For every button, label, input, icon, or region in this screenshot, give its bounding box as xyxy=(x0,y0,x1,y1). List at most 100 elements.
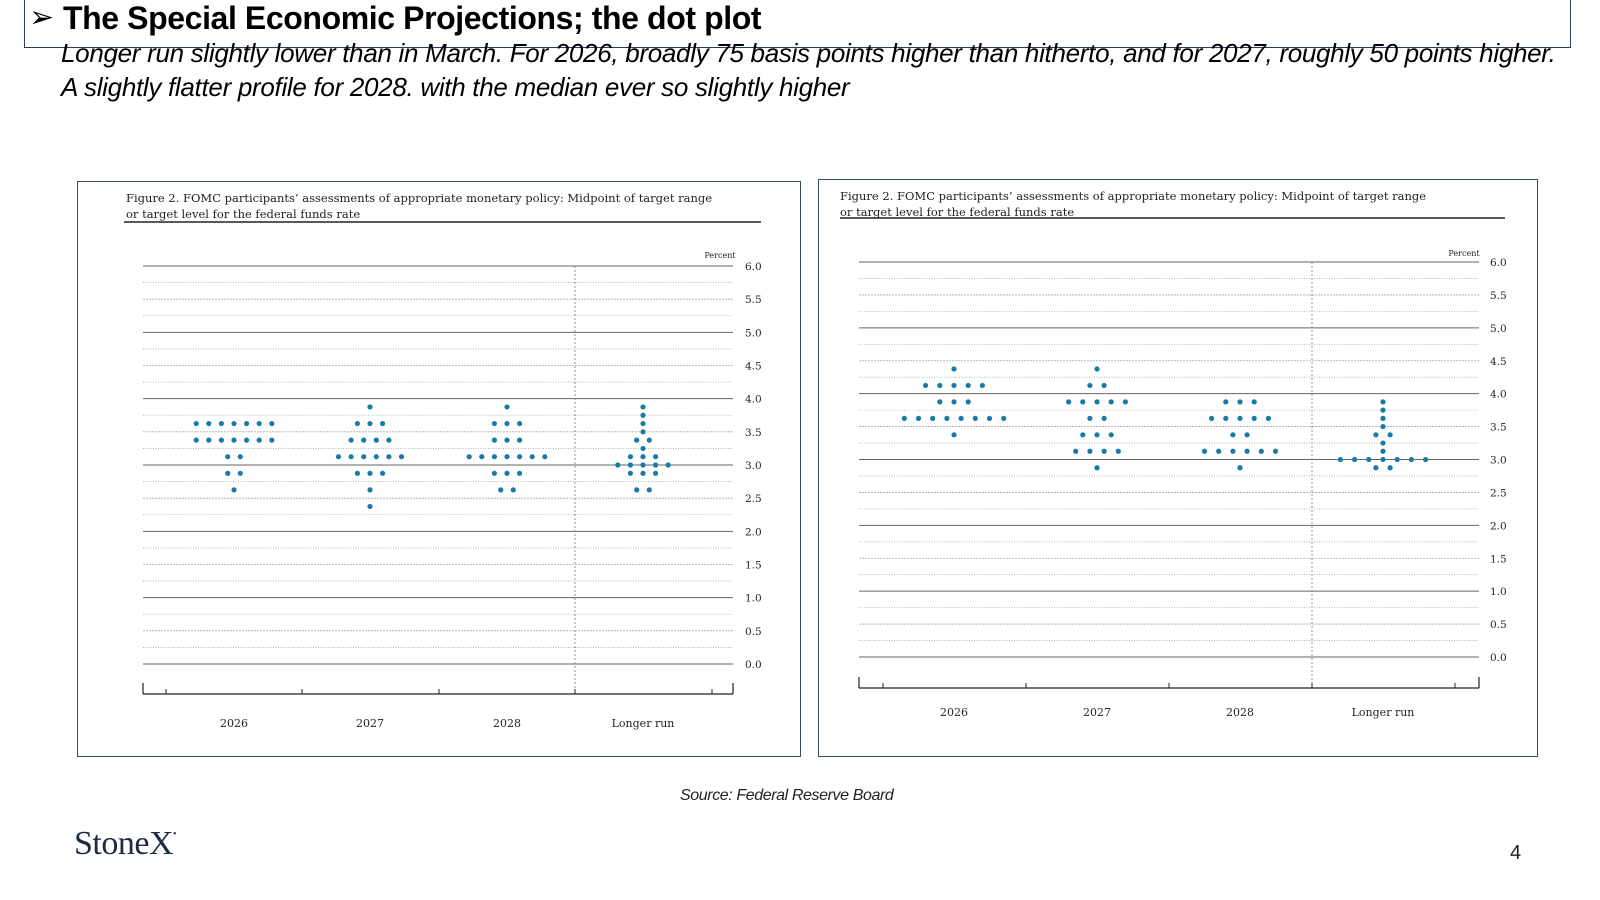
dot-plot-point xyxy=(1237,415,1243,421)
dot-plot-point xyxy=(627,454,634,460)
y-tick-label: 3.5 xyxy=(1490,422,1507,434)
dot-plot-point xyxy=(361,454,367,460)
y-tick-label: 3.0 xyxy=(745,460,762,472)
dot-plot-point xyxy=(646,437,652,443)
dot-plot-point xyxy=(915,415,922,421)
y-tick-label: 5.0 xyxy=(745,327,762,339)
dot-plot-point xyxy=(491,454,497,460)
dot-plot-point xyxy=(510,487,516,493)
dot-plot-point xyxy=(380,470,386,476)
dot-plot-point xyxy=(937,382,943,389)
dot-plot-point xyxy=(1101,382,1107,389)
dot-plot-point xyxy=(1108,399,1114,405)
dot-plot-point xyxy=(958,415,964,421)
dot-plot-point xyxy=(386,454,392,460)
dot-plot-point xyxy=(218,420,224,427)
x-category-label: 2026 xyxy=(220,717,248,730)
dot-plot-point xyxy=(640,420,646,427)
dot-plot-point xyxy=(1209,415,1215,421)
x-category-label: 2027 xyxy=(1083,706,1111,719)
dot-plot-point xyxy=(1223,415,1229,421)
dot-plot-point xyxy=(901,415,907,421)
y-tick-label: 0.5 xyxy=(1490,619,1507,631)
dot-plot-panel-left: Figure 2. FOMC participants’ assessments… xyxy=(77,181,801,757)
dot-plot-point xyxy=(640,404,646,410)
dot-plot-point xyxy=(1380,423,1386,430)
dot-plot-point xyxy=(1237,465,1243,471)
y-tick-label: 2.5 xyxy=(1490,487,1507,499)
chart-title-line-1: Figure 2. FOMC participants’ assessments… xyxy=(840,189,1426,203)
dot-plot-point xyxy=(354,420,360,427)
dot-plot-point xyxy=(1080,399,1086,405)
page-number: 4 xyxy=(1510,842,1522,864)
title-bar: ➢ The Special Economic Projections; the … xyxy=(24,0,1571,48)
dot-plot-point xyxy=(640,412,646,418)
dot-plot-point xyxy=(1387,465,1393,471)
y-tick-label: 5.5 xyxy=(745,294,762,306)
x-category-label: 2027 xyxy=(356,717,384,730)
dot-plot-point xyxy=(367,487,373,493)
dot-plot-point xyxy=(951,366,957,372)
dot-plot-point xyxy=(1408,456,1414,463)
dot-plot-point xyxy=(627,462,634,468)
chart-title-line-2: or target level for the federal funds ra… xyxy=(126,207,360,221)
dot-plot-point xyxy=(937,399,943,405)
dot-plot-point xyxy=(542,454,548,460)
dot-plot-chart-left: Figure 2. FOMC participants’ assessments… xyxy=(124,191,762,730)
dot-plot-point xyxy=(373,437,379,443)
dot-plot-point xyxy=(1244,432,1250,438)
dot-plot-point xyxy=(634,487,640,493)
dot-plot-point xyxy=(398,454,405,460)
y-tick-label: 4.5 xyxy=(1490,356,1507,368)
x-category-label: 2028 xyxy=(1226,706,1254,719)
dot-plot-point xyxy=(517,420,523,427)
dot-plot-point xyxy=(1201,448,1208,454)
dot-plot-point xyxy=(380,420,386,427)
y-tick-label: 0.0 xyxy=(1490,652,1507,664)
dot-plot-point xyxy=(504,437,510,443)
dot-plot-point xyxy=(1073,448,1079,454)
dot-plot-point xyxy=(930,415,936,421)
dot-plot-point xyxy=(504,470,510,476)
dot-plot-point xyxy=(193,420,199,427)
dot-plot-point xyxy=(1380,399,1386,405)
dot-plot-point xyxy=(1380,407,1386,413)
dot-plot-point xyxy=(256,420,262,427)
y-tick-label: 3.0 xyxy=(1490,455,1507,467)
y-tick-label: 5.5 xyxy=(1490,290,1507,302)
y-tick-label: 1.0 xyxy=(1490,586,1507,598)
dot-plot-point xyxy=(1122,399,1128,405)
dot-plot-point xyxy=(225,470,231,476)
dot-plot-point xyxy=(373,454,379,460)
dot-plot-point xyxy=(218,437,224,443)
dot-plot-point xyxy=(517,454,523,460)
dot-plot-point xyxy=(1101,448,1107,454)
dot-plot-chart-right: Figure 2. FOMC participants’ assessments… xyxy=(840,189,1507,719)
arrow-bullet-icon: ➢ xyxy=(29,0,55,35)
x-category-label: Longer run xyxy=(1352,706,1415,719)
dot-plot-point xyxy=(944,415,950,421)
dot-plot-point xyxy=(244,437,250,443)
dot-plot-point xyxy=(206,420,212,427)
dot-plot-point xyxy=(665,462,671,468)
y-tick-label: 3.5 xyxy=(745,427,762,439)
dot-plot-point xyxy=(386,437,392,443)
dot-plot-point xyxy=(256,437,262,443)
dot-plot-point xyxy=(1230,448,1236,454)
page-title: The Special Economic Projections; the do… xyxy=(63,0,762,36)
dot-plot-point xyxy=(951,399,957,405)
dot-plot-point xyxy=(335,454,342,460)
dot-plot-point xyxy=(517,437,523,443)
y-tick-label: 4.5 xyxy=(745,361,762,373)
dot-plot-point xyxy=(640,454,646,460)
dot-plot-point xyxy=(491,470,497,476)
dot-plot-point xyxy=(504,420,510,427)
dot-plot-point xyxy=(1380,440,1386,446)
x-category-label: 2028 xyxy=(493,717,521,730)
dot-plot-point xyxy=(1223,399,1229,405)
dot-plot-point xyxy=(1066,399,1072,405)
chart-unit-label: Percent xyxy=(704,251,736,260)
dot-plot-point xyxy=(237,454,243,460)
page-subtitle: Longer run slightly lower than in March.… xyxy=(61,38,1556,102)
y-tick-label: 0.5 xyxy=(745,626,762,638)
